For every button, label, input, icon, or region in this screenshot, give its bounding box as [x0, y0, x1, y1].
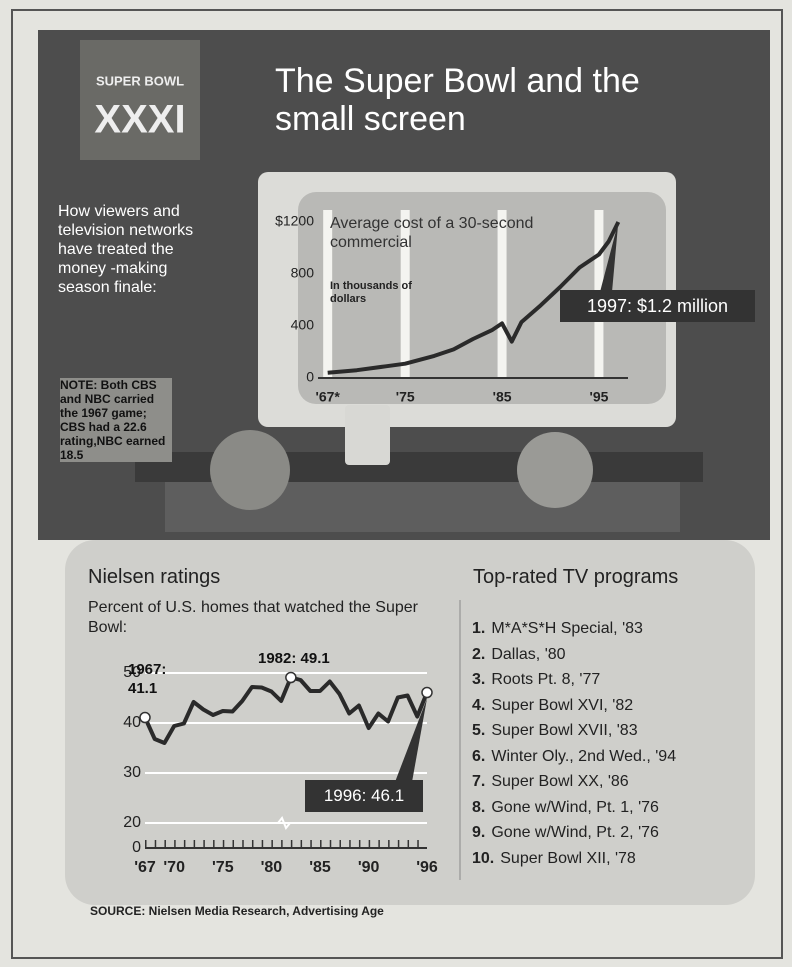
program-name: Gone w/Wind, Pt. 2, '76	[491, 824, 659, 841]
y-tick-label: 40	[123, 714, 141, 731]
program-name: M*A*S*H Special, '83	[491, 620, 643, 637]
program-rank: 8.	[472, 799, 485, 816]
program-rank: 7.	[472, 773, 485, 790]
program-rank: 2.	[472, 646, 485, 663]
y-tick-label: 0	[132, 839, 141, 856]
annotation: 1982: 49.1	[258, 650, 330, 667]
program-rank: 6.	[472, 748, 485, 765]
program-name: Roots Pt. 8, '77	[491, 671, 600, 688]
annotation: 1996: 46.1	[305, 780, 423, 812]
program-rank: 1.	[472, 620, 485, 637]
x-tick-label: '85	[493, 389, 512, 405]
program-name: Super Bowl XX, '86	[491, 773, 628, 790]
program-rank: 4.	[472, 697, 485, 714]
program-item: 10. Super Bowl XII, '78	[472, 846, 757, 872]
title: The Super Bowl and the small screen	[275, 62, 675, 138]
program-name: Winter Oly., 2nd Wed., '94	[491, 748, 676, 765]
x-tick-label: '70	[163, 859, 185, 876]
annotation: 1997: $1.2 million	[560, 290, 755, 322]
program-item: 7. Super Bowl XX, '86	[472, 769, 757, 795]
program-item: 3. Roots Pt. 8, '77	[472, 667, 757, 693]
x-tick-label: '75	[396, 389, 415, 405]
program-name: Super Bowl XVI, '82	[491, 697, 633, 714]
x-tick-label: '90	[358, 859, 380, 876]
program-item: 6. Winter Oly., 2nd Wed., '94	[472, 744, 757, 770]
y-tick-label: $1200	[275, 213, 314, 229]
infographic: SUPER BOWL XXXI 0400800$1200'67*'75'85'9…	[0, 0, 792, 967]
program-item: 8. Gone w/Wind, Pt. 1, '76	[472, 795, 757, 821]
program-rank: 5.	[472, 722, 485, 739]
chart-title: Average cost of a 30-second commercial	[330, 214, 545, 252]
y-tick-label: 0	[306, 369, 314, 385]
highlight-point	[286, 673, 296, 683]
viewer-head	[210, 430, 290, 510]
intro: How viewers and television networks have…	[58, 202, 218, 297]
x-tick-label: '95	[589, 389, 608, 405]
x-tick-label: '85	[309, 859, 331, 876]
x-tick-label: '80	[261, 859, 283, 876]
program-list: 1. M*A*S*H Special, '83 2. Dallas, '80 3. Roo…	[472, 616, 757, 871]
viewer-head	[517, 432, 593, 508]
y-tick-label: 20	[123, 814, 141, 831]
program-name: Super Bowl XVII, '83	[491, 722, 637, 739]
highlight-point	[140, 713, 150, 723]
y-tick-label: 30	[123, 764, 141, 781]
program-item: 5. Super Bowl XVII, '83	[472, 718, 757, 744]
y-tick-label: 400	[291, 317, 315, 333]
program-name: Dallas, '80	[491, 646, 565, 663]
chart-title: Nielsen ratings	[88, 566, 220, 589]
remote	[345, 405, 390, 465]
note: NOTE: Both CBS and NBC carried the 1967 …	[60, 378, 172, 462]
program-item: 2. Dallas, '80	[472, 642, 757, 668]
logo-top: SUPER BOWL	[96, 73, 184, 88]
x-tick-label: '67*	[316, 389, 341, 405]
program-name: Gone w/Wind, Pt. 1, '76	[491, 799, 659, 816]
chart-subtitle: In thousands of dollars	[330, 280, 430, 306]
x-tick-label: '75	[212, 859, 234, 876]
source: SOURCE: Nielsen Media Research, Advertis…	[90, 904, 384, 918]
program-rank: 10.	[472, 850, 494, 867]
program-rank: 3.	[472, 671, 485, 688]
program-item: 4. Super Bowl XVI, '82	[472, 693, 757, 719]
x-tick-label: '67	[134, 859, 156, 876]
y-tick-label: 800	[291, 265, 315, 281]
annotation: 1967: 41.1	[128, 660, 198, 698]
logo-numeral: XXXI	[94, 98, 185, 142]
chart-subtitle: Percent of U.S. homes that watched the S…	[88, 598, 448, 638]
program-item: 9. Gone w/Wind, Pt. 2, '76	[472, 820, 757, 846]
x-tick-label: '96	[416, 859, 438, 876]
program-rank: 9.	[472, 824, 485, 841]
highlight-point	[422, 688, 432, 698]
program-name: Super Bowl XII, '78	[500, 850, 636, 867]
program-item: 1. M*A*S*H Special, '83	[472, 616, 757, 642]
list-title: Top-rated TV programs	[473, 566, 678, 589]
